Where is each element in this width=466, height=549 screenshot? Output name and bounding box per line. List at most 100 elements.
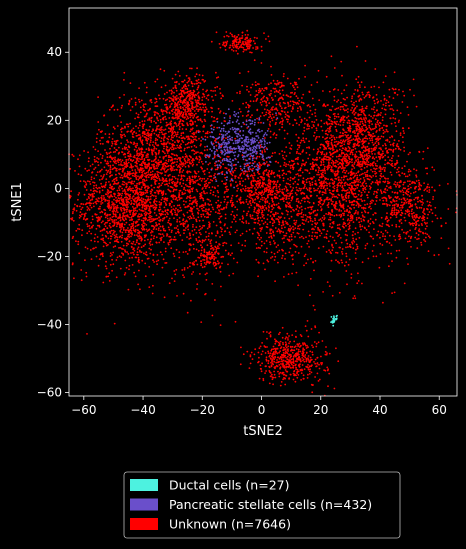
- data-point: [200, 108, 203, 111]
- data-point: [236, 208, 239, 211]
- data-point: [176, 220, 179, 223]
- data-point: [377, 188, 379, 191]
- data-point: [196, 179, 199, 182]
- data-point: [122, 200, 125, 203]
- data-point: [157, 165, 160, 167]
- data-point: [195, 226, 198, 229]
- data-point: [127, 288, 130, 291]
- data-point: [150, 238, 153, 241]
- data-point: [73, 207, 76, 210]
- data-point: [318, 219, 320, 222]
- data-point: [224, 213, 227, 216]
- data-point: [104, 198, 107, 201]
- data-point: [176, 225, 179, 227]
- data-point: [328, 118, 331, 121]
- data-point: [179, 206, 182, 209]
- data-point: [166, 137, 169, 140]
- data-point: [131, 106, 134, 108]
- data-point: [305, 187, 308, 190]
- data-point: [89, 199, 92, 202]
- data-point: [77, 158, 79, 161]
- data-point: [367, 211, 370, 214]
- data-point: [133, 210, 135, 213]
- data-point: [147, 171, 150, 173]
- data-point: [357, 180, 359, 183]
- data-point: [99, 142, 102, 145]
- data-point: [149, 205, 151, 208]
- data-point: [159, 179, 161, 182]
- data-point: [183, 104, 186, 107]
- data-point: [119, 235, 122, 238]
- data-point: [264, 150, 266, 153]
- data-point: [145, 179, 148, 182]
- data-point: [201, 120, 204, 123]
- data-point: [284, 185, 287, 188]
- data-point: [297, 169, 300, 172]
- data-point: [347, 223, 349, 226]
- data-point: [297, 156, 299, 159]
- data-point: [208, 232, 211, 235]
- data-point: [155, 122, 157, 124]
- data-point: [131, 206, 134, 208]
- data-point: [133, 189, 136, 192]
- data-point: [94, 148, 97, 151]
- data-point: [100, 201, 102, 203]
- data-point: [214, 162, 216, 165]
- data-point: [123, 146, 126, 149]
- data-point: [270, 189, 273, 192]
- data-point: [155, 153, 158, 156]
- data-point: [351, 217, 354, 220]
- data-point: [151, 292, 154, 295]
- data-point: [155, 165, 158, 167]
- data-point: [198, 239, 201, 242]
- data-point: [311, 183, 314, 186]
- data-point: [149, 240, 152, 243]
- data-point: [204, 238, 207, 241]
- data-point: [115, 173, 117, 176]
- data-point: [113, 140, 116, 143]
- data-point: [153, 176, 156, 178]
- data-point: [170, 179, 173, 181]
- data-point: [91, 225, 93, 228]
- data-point: [126, 193, 129, 196]
- data-point: [266, 194, 269, 197]
- data-point: [121, 198, 123, 201]
- data-point: [105, 235, 108, 238]
- data-point: [160, 137, 163, 140]
- data-point: [234, 175, 237, 178]
- data-point: [126, 148, 129, 151]
- data-point: [333, 214, 336, 217]
- data-point: [111, 174, 113, 177]
- data-point: [187, 228, 190, 231]
- data-point: [158, 131, 161, 134]
- data-point: [274, 151, 276, 154]
- data-point: [99, 205, 101, 208]
- data-point: [178, 251, 181, 254]
- data-point: [195, 104, 198, 107]
- data-point: [144, 192, 147, 194]
- data-point: [231, 174, 234, 177]
- data-point: [109, 222, 111, 225]
- data-point: [275, 187, 278, 190]
- data-point: [196, 203, 199, 205]
- data-point: [313, 131, 316, 134]
- data-point: [132, 240, 135, 243]
- data-point: [149, 252, 152, 255]
- data-point: [212, 177, 215, 180]
- data-point: [393, 211, 396, 214]
- data-point: [116, 108, 119, 111]
- data-point: [109, 255, 112, 257]
- data-point: [132, 182, 134, 185]
- data-point: [111, 142, 114, 145]
- data-point: [104, 133, 107, 135]
- data-point: [219, 167, 222, 169]
- data-point: [303, 196, 306, 199]
- data-point: [311, 231, 314, 234]
- data-point: [230, 197, 233, 200]
- data-point: [357, 95, 360, 98]
- data-point: [134, 197, 137, 200]
- data-point: [206, 198, 209, 201]
- data-point: [155, 134, 158, 136]
- data-point: [143, 204, 146, 207]
- data-point: [242, 210, 245, 213]
